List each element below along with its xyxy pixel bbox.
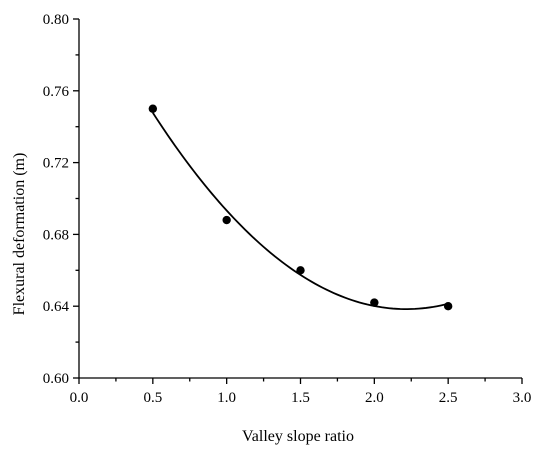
x-tick-label: 1.5 (291, 390, 310, 406)
y-tick-label: 0.64 (43, 299, 70, 315)
x-tick-label: 1.0 (217, 390, 236, 406)
x-tick-label: 0.0 (70, 390, 89, 406)
x-axis-title: Valley slope ratio (242, 428, 354, 445)
y-tick-label: 0.76 (43, 84, 70, 100)
data-point (443, 302, 453, 311)
data-point (222, 215, 231, 225)
plot-area (148, 104, 453, 311)
data-point (148, 104, 158, 113)
y-tick-label: 0.72 (43, 156, 69, 172)
y-tick-label: 0.68 (43, 227, 69, 243)
x-tick-label: 2.0 (365, 390, 384, 406)
y-tick-label: 0.80 (43, 12, 69, 28)
x-tick-label: 0.5 (143, 390, 162, 406)
y-axis-title: Flexural deformation (m) (11, 153, 28, 316)
data-point (370, 298, 379, 307)
fit-curve (152, 112, 449, 311)
x-tick-label: 2.5 (439, 390, 458, 406)
y-tick-label: 0.60 (43, 371, 69, 387)
x-tick-label: 3.0 (513, 390, 532, 406)
data-point (296, 266, 305, 275)
axes: 0.0 0.5 1.0 1.5 2.0 2.5 3.0 0.60 0.64 0.68 0.72 0.7… (43, 12, 532, 406)
